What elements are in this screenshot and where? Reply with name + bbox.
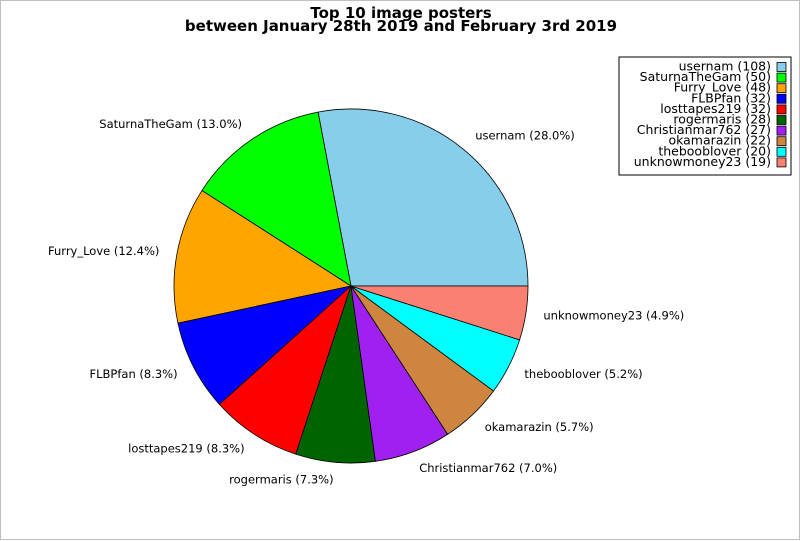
pie-slice-losttapes219 xyxy=(218,284,352,455)
legend-label: unknowmoney23 (19) xyxy=(634,154,771,169)
legend-swatch xyxy=(776,136,787,147)
legend-label: usernam (108) xyxy=(679,59,771,74)
slice-label: thebooblover (5.2%) xyxy=(524,367,642,381)
pie-slice-flbpfan xyxy=(177,285,353,405)
legend-label: thebooblover (20) xyxy=(658,143,771,158)
slice-label: Furry_Love (12.4%) xyxy=(48,244,159,258)
legend-box xyxy=(618,56,792,176)
pie-slice-usernam xyxy=(317,108,529,287)
legend-label: FLBPfan (32) xyxy=(691,90,771,105)
legend-swatch xyxy=(776,62,787,72)
slice-label: FLBPfan (8.3%) xyxy=(90,367,178,381)
chart-subtitle: between January 28th 2019 and February 3… xyxy=(185,17,617,35)
legend-swatch xyxy=(776,83,787,94)
chart-title: Top 10 image posters xyxy=(310,4,491,22)
slice-label: rogermaris (7.3%) xyxy=(229,472,333,486)
pie-slice-unknowmoney23 xyxy=(350,285,529,341)
slice-label: losttapes219 (8.3%) xyxy=(128,442,244,456)
slice-label: okamarazin (5.7%) xyxy=(485,420,594,434)
pie-slice-saturnathegam xyxy=(201,111,352,287)
legend-label: rogermaris (28) xyxy=(673,112,771,127)
slice-label: usernam (28.0%) xyxy=(475,129,575,143)
pie-slice-labels: usernam (28.0%) SaturnaTheGam (13.0%) Furr… xyxy=(48,117,684,486)
legend-label: losttapes219 (32) xyxy=(660,101,771,116)
legend-swatch xyxy=(776,93,787,104)
legend-label: Christianmar762 (27) xyxy=(637,122,771,137)
pie-slices xyxy=(173,108,529,464)
legend-swatch xyxy=(776,157,787,168)
legend-items: usernam (108)SaturnaTheGam (50)Furry_Lov… xyxy=(634,59,787,169)
pie-slice-furry-love xyxy=(173,189,353,324)
slice-label: Christianmar762 (7.0%) xyxy=(419,461,557,475)
legend-swatch xyxy=(776,125,787,136)
legend-swatch xyxy=(776,72,787,83)
slice-label: SaturnaTheGam (13.0%) xyxy=(99,117,242,131)
legend-label: SaturnaTheGam (50) xyxy=(640,69,771,84)
legend-label: okamarazin (22) xyxy=(668,133,771,148)
legend-swatch xyxy=(776,104,787,115)
slice-label: unknowmoney23 (4.9%) xyxy=(543,309,684,323)
legend-label: Furry_Love (48) xyxy=(674,80,771,95)
legend: usernam (108)SaturnaTheGam (50)Furry_Lov… xyxy=(618,56,792,176)
legend-swatch xyxy=(776,146,787,157)
legend-swatch xyxy=(776,115,787,125)
